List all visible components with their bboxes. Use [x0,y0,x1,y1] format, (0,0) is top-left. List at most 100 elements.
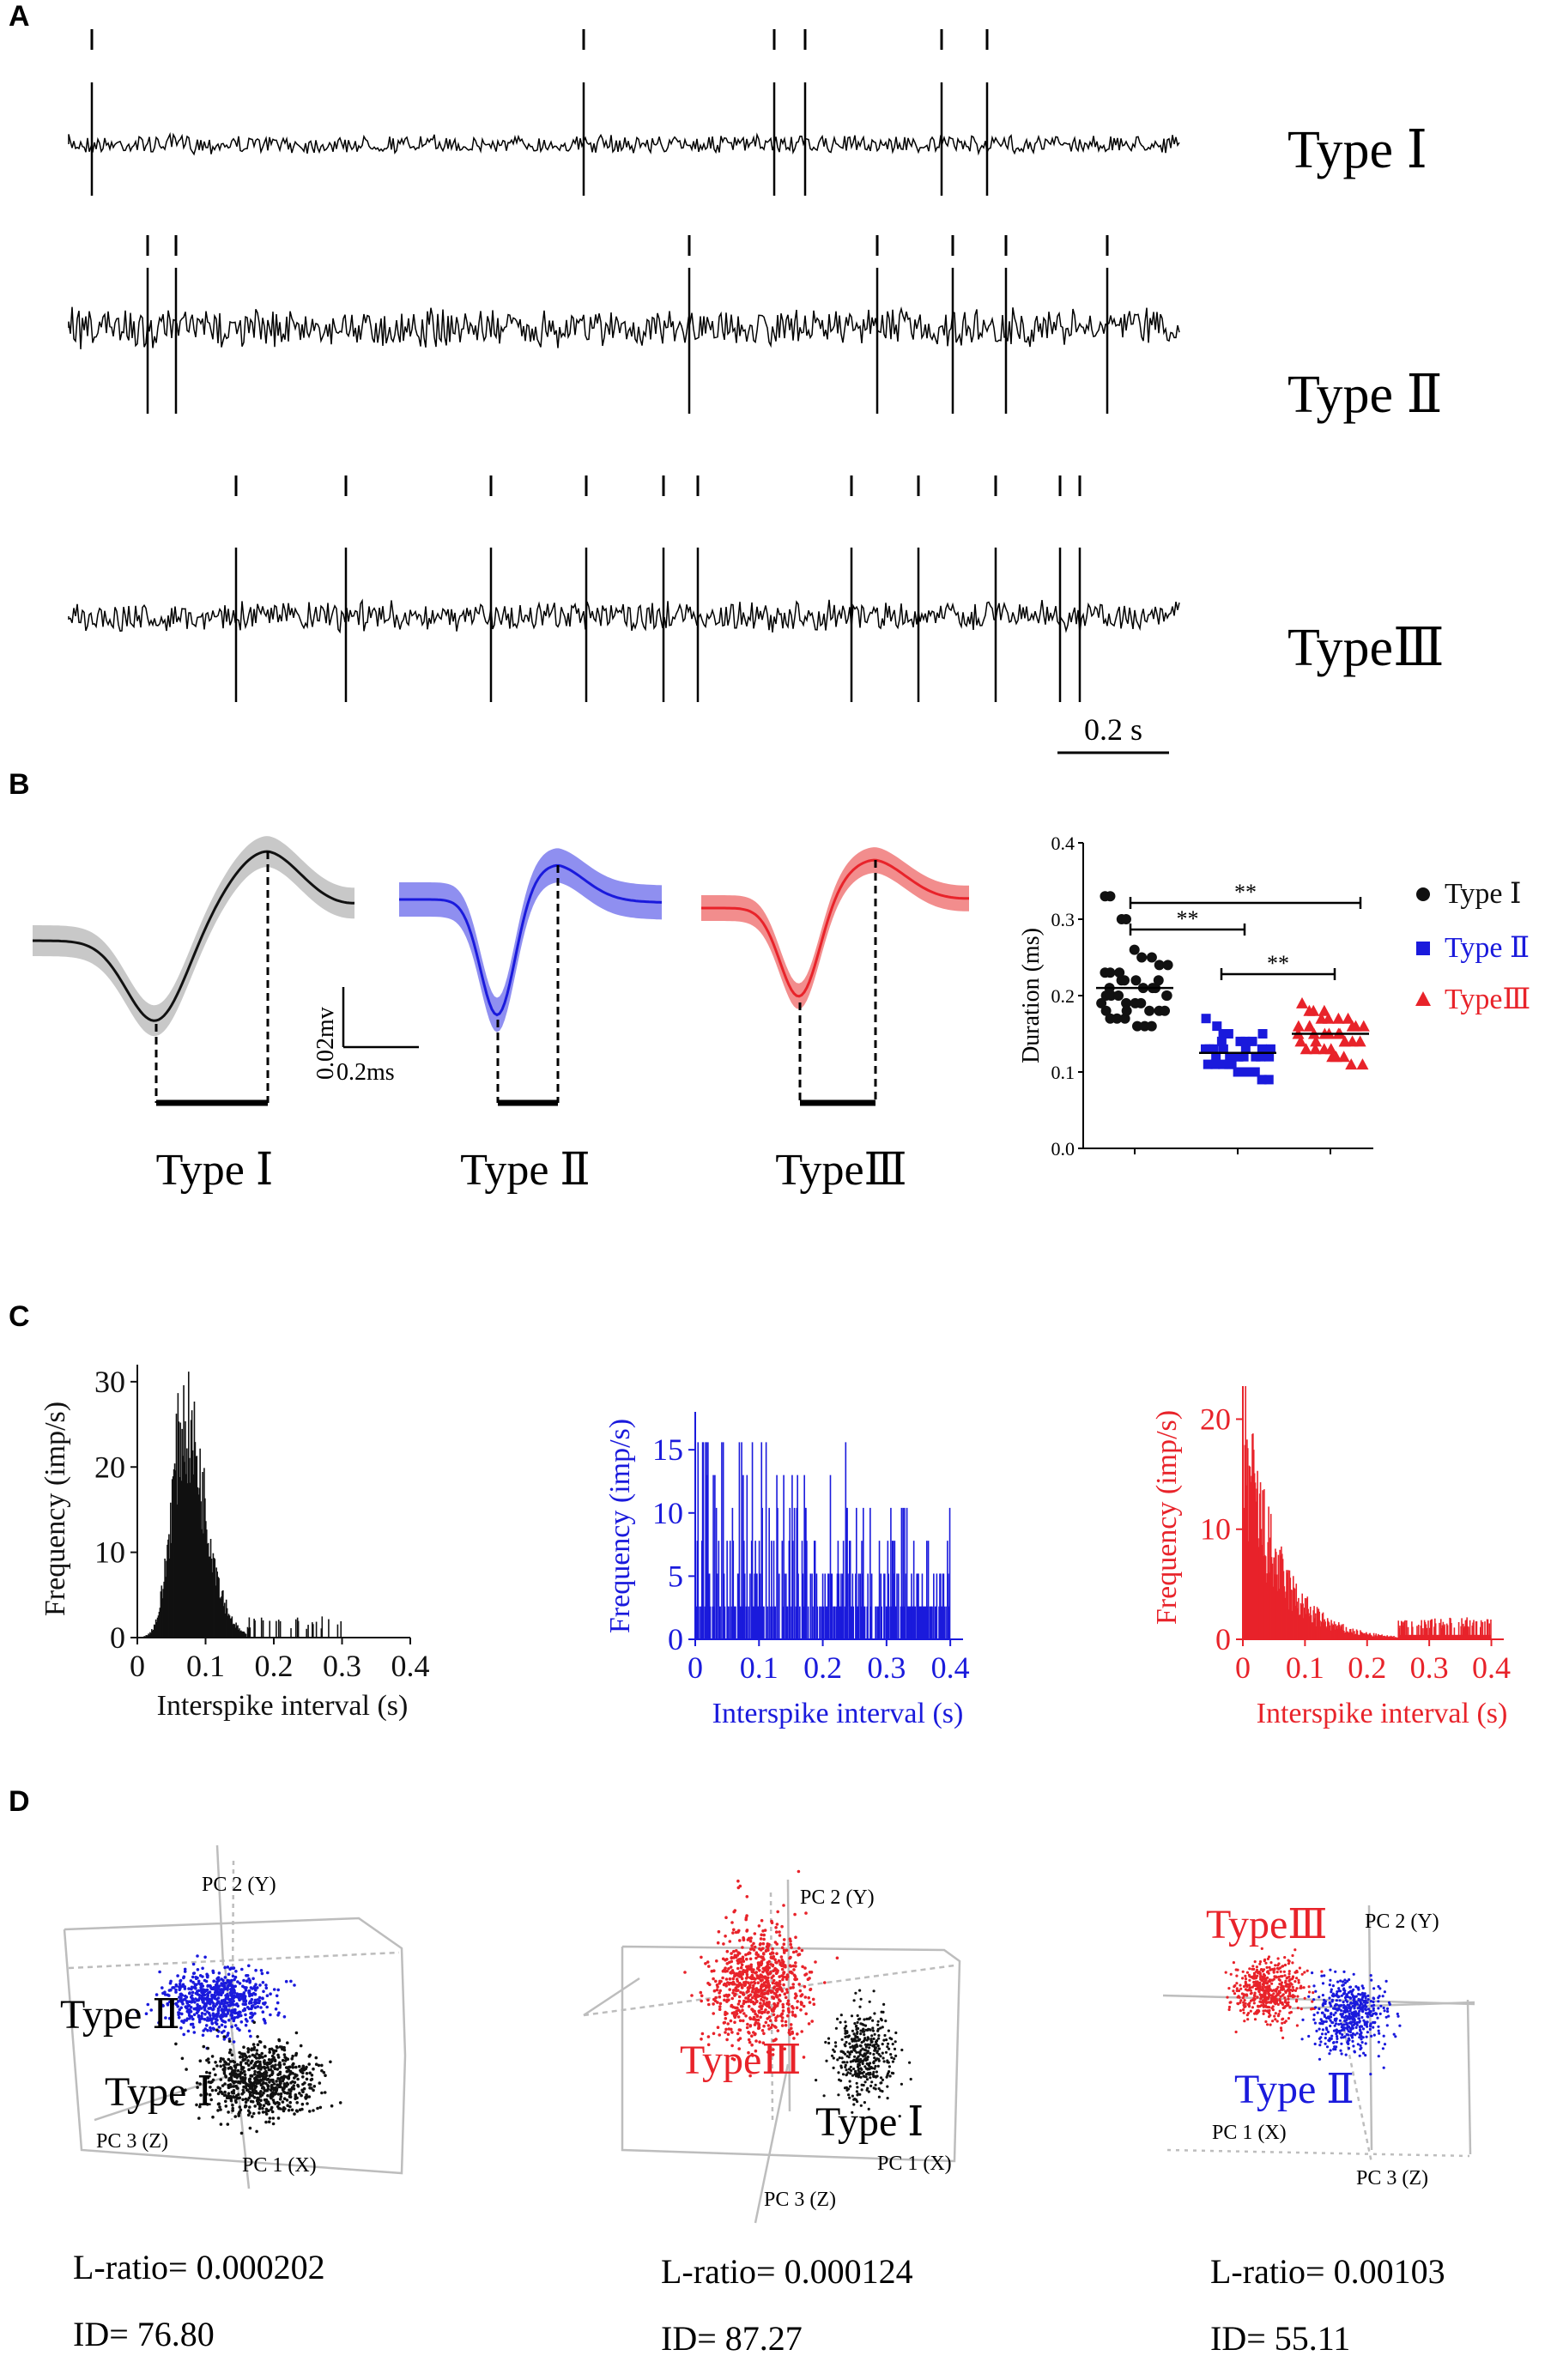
isi-ytick: 10 [94,1535,125,1570]
pca3-axis-pc1: PC 1 (X) [1212,2122,1287,2144]
duration-point [1136,997,1147,1008]
duration-point [1240,1036,1251,1046]
duration-point [1096,997,1107,1008]
duration-point [1324,1043,1337,1055]
duration-point [1239,1067,1250,1077]
duration-legend-1: Type Ⅰ [1416,878,1521,910]
duration-point [1310,1035,1323,1047]
waveform-label-type1: Type Ⅰ [156,1146,274,1195]
panel-a-label: A [9,0,30,33]
duration-point [1247,1036,1257,1046]
pca1-axis-pc2: PC 2 (Y) [202,1874,276,1896]
duration-point [1295,996,1308,1008]
isi-ytick: 10 [652,1496,683,1530]
duration-point [1114,967,1125,978]
pca2-axis-pc1: PC 1 (X) [877,2153,952,2175]
duration-legend-label: TypeⅢ [1445,984,1530,1015]
isi-ylabel: Frequency (imp/s) [1151,1410,1183,1625]
isi-bars [137,1372,342,1638]
duration-point [1233,1067,1243,1077]
duration-point [1218,1059,1228,1069]
isi-xlabel: Interspike interval (s) [1257,1698,1508,1729]
duration-point [1204,1044,1215,1054]
waveform-label-type3: TypeⅢ [775,1146,906,1195]
duration-point [1309,1043,1322,1055]
duration-point [1146,1020,1157,1032]
duration-point [1121,997,1132,1008]
pca-cluster [135,1954,296,2050]
isi-xtick: 0.4 [931,1650,970,1685]
pca3-clusters [1224,1947,1402,2076]
isi-xtick: 0.1 [1286,1650,1324,1685]
isi-bars [1243,1386,1492,1639]
duration-point [1332,1012,1345,1024]
duration-point [1356,1058,1369,1070]
isi-ytick: 15 [652,1432,683,1467]
id-plot-2: ID= 87.27 [661,2319,803,2358]
lratio-plot-1: L-ratio= 0.000202 [73,2248,325,2286]
panel-d-label: D [9,1785,30,1818]
pca-cluster [1224,1947,1324,2039]
pca3-axis-pc2: PC 2 (Y) [1365,1911,1439,1933]
duration-legend-3: TypeⅢ [1415,984,1530,1015]
duration-legend-2: Type Ⅱ [1416,932,1530,964]
isi-xtick: 0.4 [1472,1650,1511,1685]
duration-point [1256,1051,1266,1062]
id-plot-3: ID= 55.11 [1210,2319,1350,2358]
duration-point [1212,1021,1222,1032]
isi-ytick: 0 [1215,1622,1231,1656]
waveform-mean [701,858,969,998]
duration-point [1154,960,1165,971]
duration-point [1129,944,1140,955]
duration-point [1113,990,1124,1001]
isi-ytick: 30 [94,1365,125,1399]
pca2-label-type3: TypeⅢ [680,2038,802,2083]
isi-ytick: 0 [668,1622,683,1656]
isi-ytick: 20 [1200,1402,1231,1436]
isi-xtick: 0 [688,1650,703,1685]
pca2-axis-pc2: PC 2 (Y) [800,1886,875,1909]
duration-point [1239,1051,1249,1062]
pca1-box [63,1917,407,2175]
isi-histogram-1: 0 0.1 0.2 0.3 0.4 0 10 20 30 Interspike interval … [39,1365,430,1722]
duration-point [1337,1051,1350,1063]
voltage-scale-label: 0.02mv [312,1007,339,1080]
duration-point [1201,1014,1211,1024]
panel-c-label: C [9,1300,30,1333]
pca3-label-type2: Type Ⅱ [1234,2067,1354,2112]
trace-label-type1: Type Ⅰ [1287,121,1427,179]
pca-cluster [1300,1968,1402,2076]
duration-point [1136,952,1148,963]
duration-point [1257,1075,1267,1085]
pca1-axis-pc1: PC 1 (X) [242,2154,317,2177]
isi-xtick: 0.3 [323,1649,361,1683]
duration-point [1146,952,1157,963]
duration-series-1 [1096,891,1173,1032]
pca3-axis-pc3: PC 3 (Z) [1356,2167,1428,2189]
duration-point [1251,1051,1261,1062]
duration-point [1153,975,1164,986]
pca1-label-type1: Type Ⅰ [105,2069,213,2115]
duration-point [1105,891,1116,902]
duration-point [1131,1020,1142,1032]
duration-point [1357,1020,1370,1032]
trace-label-type2: Type Ⅱ [1287,366,1443,424]
duration-point [1203,1059,1213,1069]
duration-point [1307,1004,1320,1016]
duration-point [1100,1005,1112,1016]
significance-stars: ** [1267,951,1289,976]
trace-type2 [68,235,1180,414]
trace-label-type3: TypeⅢ [1287,619,1445,677]
isi-bars [695,1442,951,1639]
duration-point [1235,1036,1245,1046]
isi-xtick: 0.1 [740,1650,779,1685]
waveform-band [33,836,354,1037]
duration-point [1225,1051,1235,1062]
pca-plot-2: PC 2 (Y) PC 3 (Z) PC 1 (X) TypeⅢ Type Ⅰ [583,1869,961,2224]
duration-point [1105,967,1116,978]
duration-point [1162,960,1173,971]
isi-xtick: 0.3 [867,1650,906,1685]
duration-point [1218,1029,1228,1039]
isi-xtick: 0 [1235,1650,1251,1685]
duration-point [1338,1035,1351,1047]
